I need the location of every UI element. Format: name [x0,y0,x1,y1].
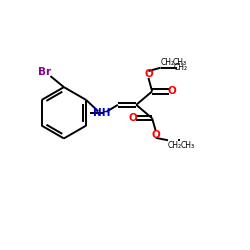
Text: O: O [168,86,176,97]
Text: CH₂: CH₂ [173,63,187,72]
Text: CH₃: CH₃ [173,58,187,67]
Text: O: O [152,130,160,140]
Text: CH₃: CH₃ [180,141,194,150]
Text: CH₂: CH₂ [160,58,174,67]
Text: Br: Br [38,67,52,77]
Text: O: O [144,68,153,78]
Text: O: O [128,113,137,123]
Text: NH: NH [93,108,111,118]
Text: CH₂: CH₂ [168,141,182,150]
